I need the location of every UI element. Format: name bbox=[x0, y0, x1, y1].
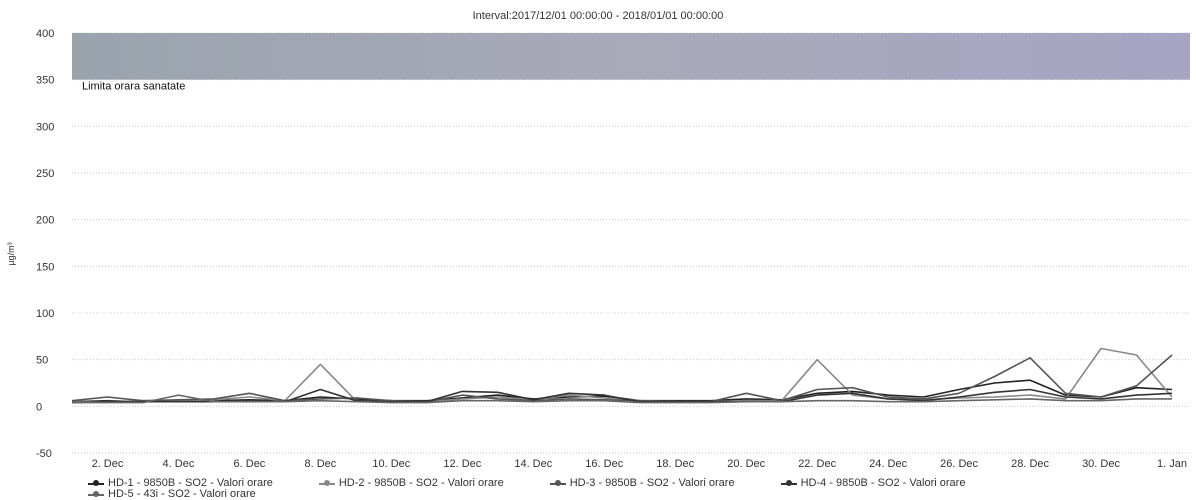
x-tick-label: 24. Dec bbox=[869, 458, 907, 470]
x-tick-label: 2. Dec bbox=[92, 458, 124, 470]
series-4 bbox=[71, 388, 1173, 404]
legend-item-hd1[interactable]: HD-1 - 9850B - SO2 - Valori orare bbox=[88, 478, 273, 489]
legend: HD-1 - 9850B - SO2 - Valori orare HD-2 -… bbox=[88, 478, 1188, 500]
legend-row-2: HD-5 - 43i - SO2 - Valori orare bbox=[88, 489, 1188, 500]
y-axis: -50 0 50 100 150 200 250 300 350 400 bbox=[36, 28, 54, 460]
x-tick-label: 22. Dec bbox=[798, 458, 836, 470]
series-line-2 bbox=[72, 347, 1173, 403]
x-tick-label: 18. Dec bbox=[656, 458, 694, 470]
limit-band-label: Limita orara sanatate bbox=[82, 81, 185, 93]
legend-marker-hd5 bbox=[88, 490, 104, 497]
legend-label-hd5: HD-5 - 43i - SO2 - Valori orare bbox=[108, 488, 256, 500]
x-tick-label: 16. Dec bbox=[585, 458, 623, 470]
legend-item-hd4[interactable]: HD-4 - 9850B - SO2 - Valori orare bbox=[780, 477, 966, 489]
series-line-4 bbox=[71, 388, 1173, 404]
y-tick-label: 0 bbox=[36, 401, 42, 413]
legend-item-hd5[interactable]: HD-5 - 43i - SO2 - Valori orare bbox=[88, 489, 256, 500]
y-axis-label: µg/m³ bbox=[6, 242, 16, 265]
legend-marker-hd2 bbox=[318, 479, 335, 486]
limit-band: Limita orara sanatate bbox=[72, 33, 1190, 93]
series-3 bbox=[71, 354, 1173, 403]
legend-label-hd3: HD-3 - 9850B - SO2 - Valori orare bbox=[569, 477, 735, 489]
series-2 bbox=[72, 347, 1173, 403]
x-tick-label: 12. Dec bbox=[443, 458, 481, 470]
x-tick-label: 20. Dec bbox=[727, 458, 765, 470]
x-tick-label: 14. Dec bbox=[514, 458, 552, 470]
y-tick-label: -50 bbox=[36, 448, 52, 460]
x-tick-label: 6. Dec bbox=[234, 458, 266, 470]
legend-marker-hd1 bbox=[88, 479, 104, 486]
chart: Interval:2017/12/01 00:00:00 - 2018/01/0… bbox=[6, 10, 1190, 470]
y-tick-label: 300 bbox=[36, 121, 54, 133]
x-tick-label: 1. Jan bbox=[1157, 458, 1187, 470]
y-tick-label: 250 bbox=[36, 168, 54, 180]
legend-label-hd2: HD-2 - 9850B - SO2 - Valori orare bbox=[338, 477, 504, 489]
x-tick-label: 4. Dec bbox=[163, 458, 195, 470]
x-axis: 2. Dec 4. Dec 6. Dec 8. Dec 10. Dec 12. Dec 14… bbox=[92, 458, 1187, 470]
y-tick-label: 50 bbox=[36, 355, 48, 367]
y-tick-label: 150 bbox=[36, 261, 54, 273]
legend-label-hd4: HD-4 - 9850B - SO2 - Valori orare bbox=[800, 477, 966, 489]
legend-label-hd1: HD-1 - 9850B - SO2 - Valori orare bbox=[108, 477, 273, 489]
y-tick-label: 100 bbox=[36, 308, 54, 320]
x-tick-label: 30. Dec bbox=[1082, 458, 1120, 470]
y-tick-label: 350 bbox=[36, 75, 54, 87]
x-tick-label: 8. Dec bbox=[304, 458, 336, 470]
series-line-5 bbox=[72, 394, 1172, 404]
chart-title: Interval:2017/12/01 00:00:00 - 2018/01/0… bbox=[473, 10, 724, 22]
legend-marker-hd4 bbox=[780, 479, 797, 486]
x-tick-label: 26. Dec bbox=[940, 458, 978, 470]
legend-item-hd2[interactable]: HD-2 - 9850B - SO2 - Valori orare bbox=[318, 477, 504, 489]
y-tick-label: 200 bbox=[36, 215, 54, 227]
series bbox=[71, 347, 1173, 404]
x-tick-label: 10. Dec bbox=[372, 458, 410, 470]
legend-row-1: HD-1 - 9850B - SO2 - Valori orare HD-2 -… bbox=[88, 478, 1188, 489]
y-tick-label: 400 bbox=[36, 28, 54, 40]
legend-marker-hd3 bbox=[549, 479, 566, 486]
limit-band-area bbox=[72, 33, 1190, 80]
x-tick-label: 28. Dec bbox=[1011, 458, 1049, 470]
legend-item-hd3[interactable]: HD-3 - 9850B - SO2 - Valori orare bbox=[549, 477, 735, 489]
series-line-3 bbox=[71, 354, 1173, 403]
series-5 bbox=[72, 394, 1172, 404]
